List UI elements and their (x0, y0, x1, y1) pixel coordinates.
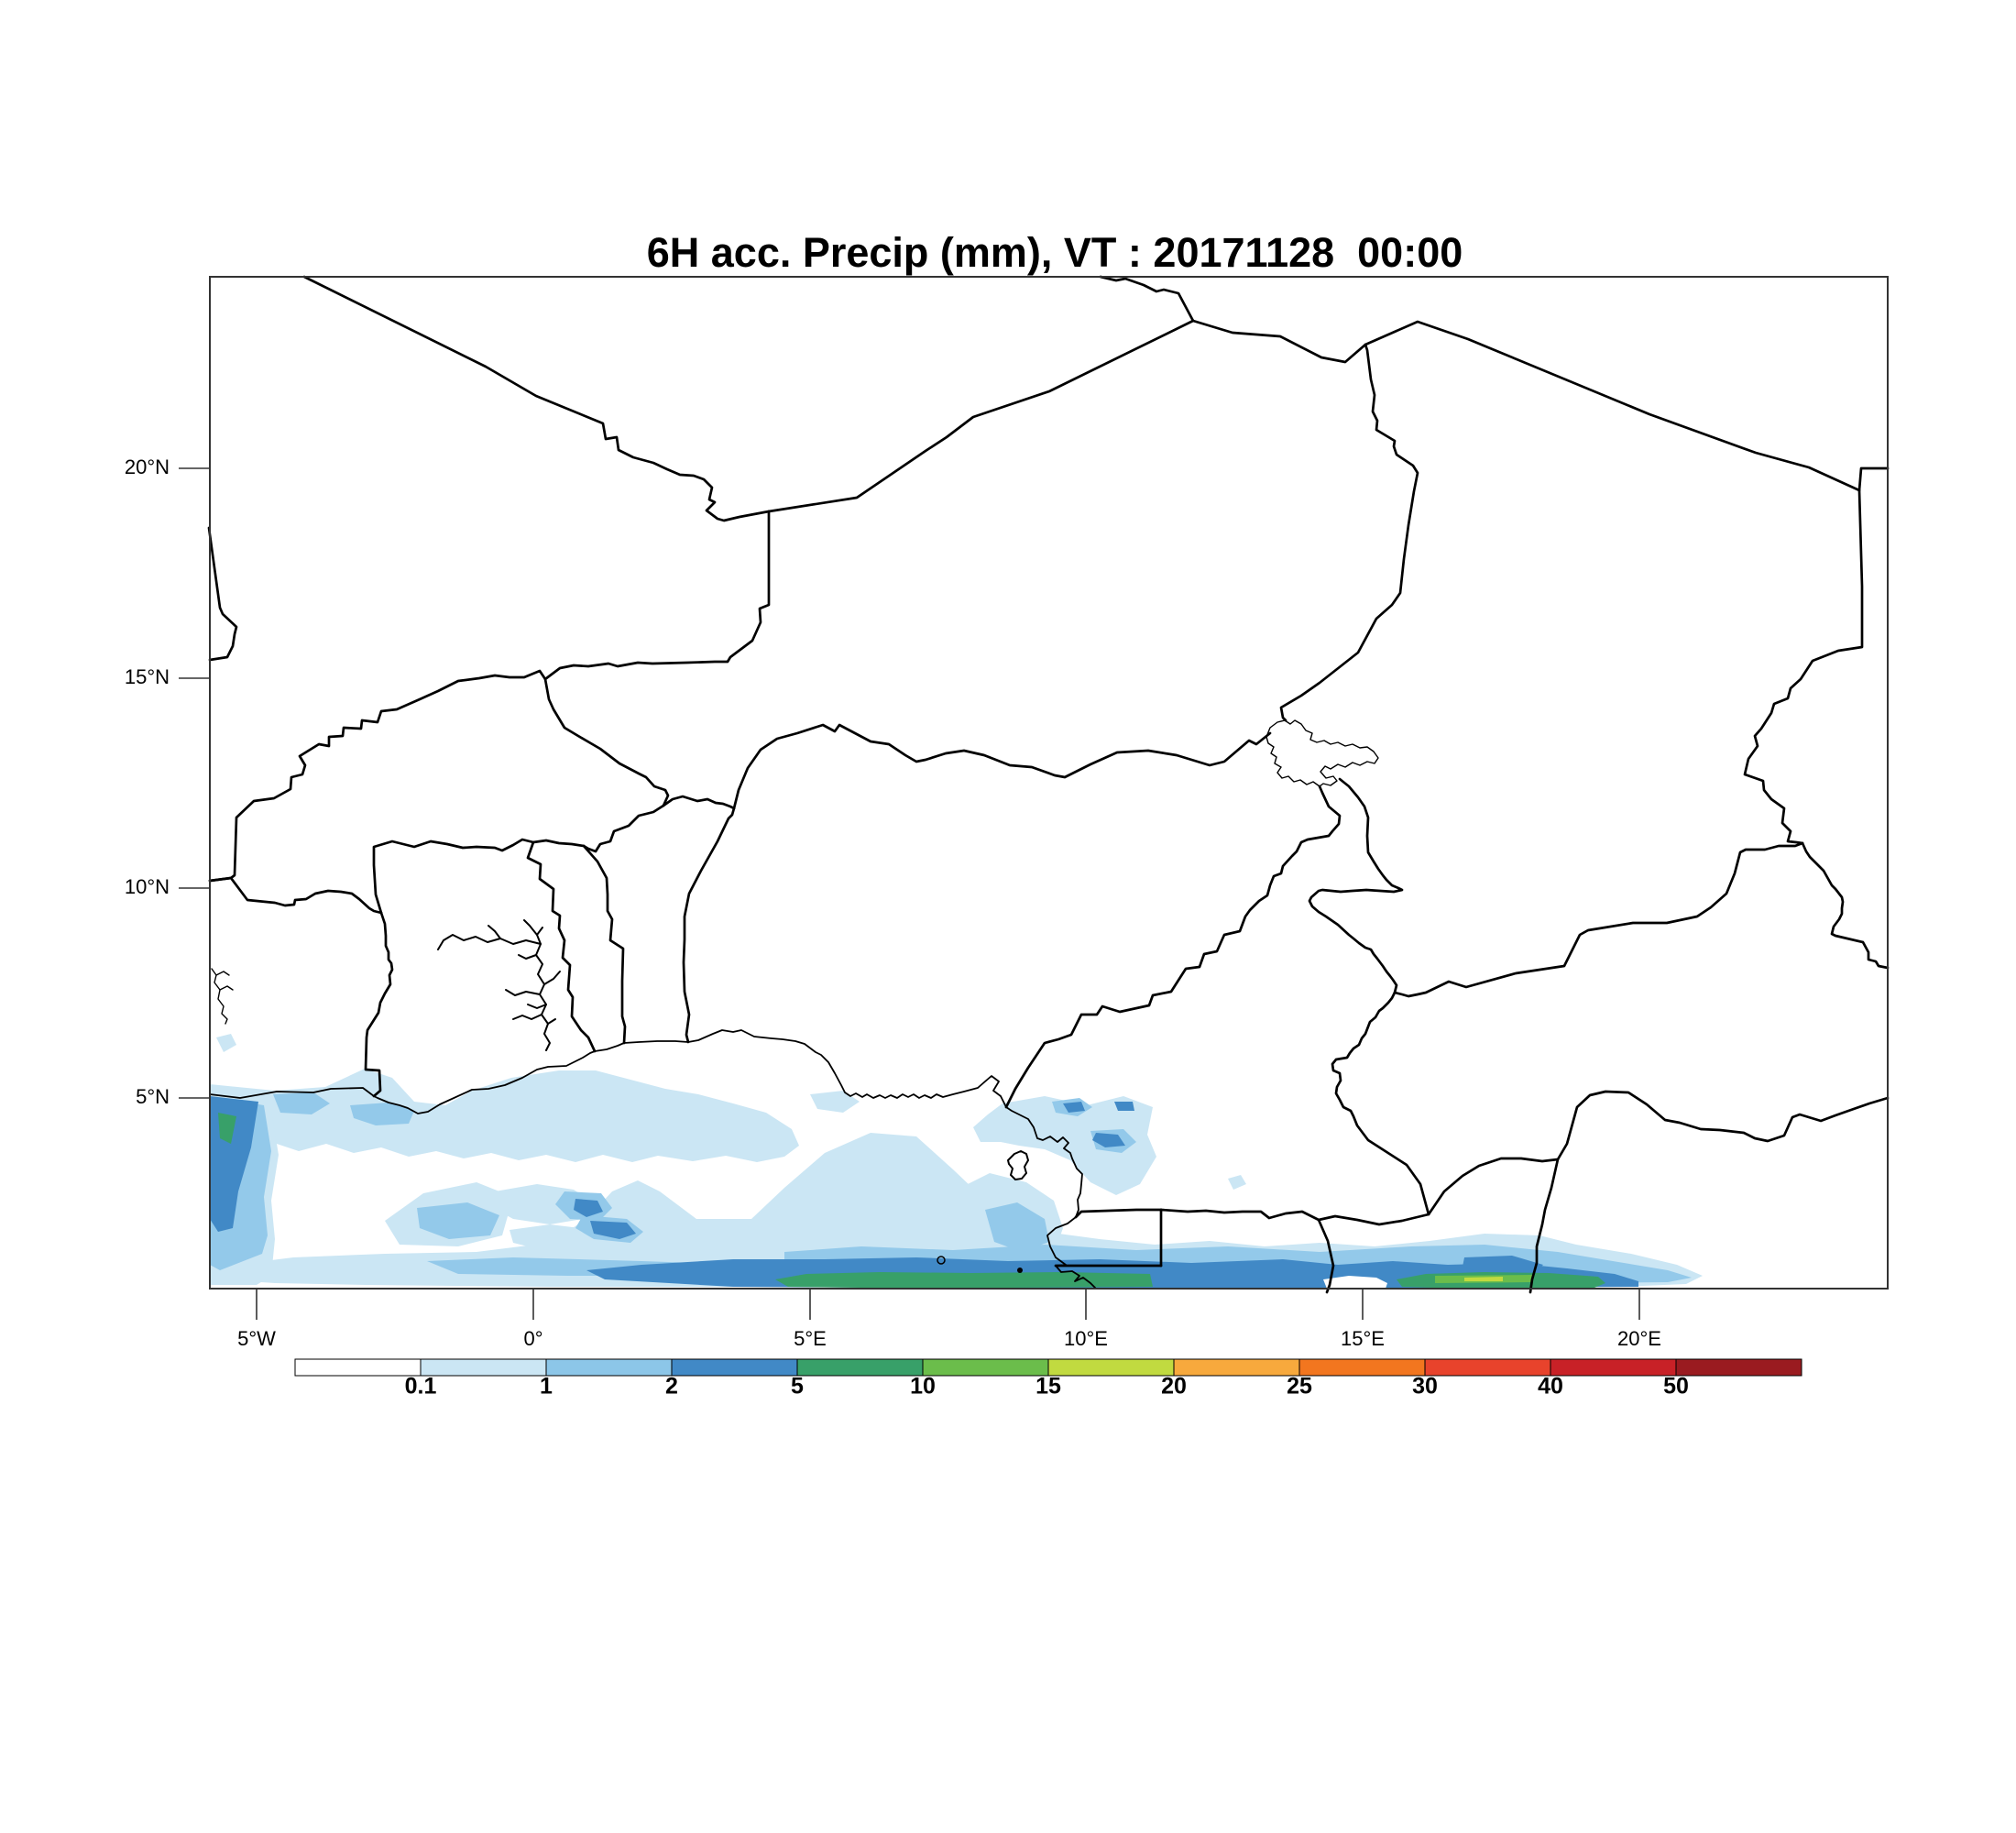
svg-text:40: 40 (1538, 1374, 1563, 1399)
svg-text:15°E: 15°E (1341, 1327, 1385, 1350)
svg-text:10: 10 (910, 1374, 936, 1399)
svg-text:5°W: 5°W (237, 1327, 276, 1350)
svg-text:50: 50 (1663, 1374, 1689, 1399)
svg-text:5: 5 (791, 1374, 804, 1399)
svg-text:10°N: 10°N (125, 875, 170, 898)
svg-text:25: 25 (1287, 1374, 1312, 1399)
svg-text:20°E: 20°E (1617, 1327, 1661, 1350)
svg-text:15: 15 (1035, 1374, 1061, 1399)
svg-text:0.1: 0.1 (405, 1374, 437, 1399)
svg-text:5°N: 5°N (136, 1085, 170, 1108)
svg-text:5°E: 5°E (794, 1327, 827, 1350)
svg-text:1: 1 (540, 1374, 553, 1399)
svg-text:20: 20 (1161, 1374, 1187, 1399)
svg-text:10°E: 10°E (1064, 1327, 1108, 1350)
svg-text:6H acc. Precip (mm), VT : 2017: 6H acc. Precip (mm), VT : 20171128 00:00 (647, 229, 1463, 276)
svg-text:15°N: 15°N (125, 665, 170, 688)
svg-text:30: 30 (1412, 1374, 1438, 1399)
svg-text:20°N: 20°N (125, 456, 170, 478)
svg-text:2: 2 (665, 1374, 678, 1399)
svg-text:0°: 0° (523, 1327, 542, 1350)
